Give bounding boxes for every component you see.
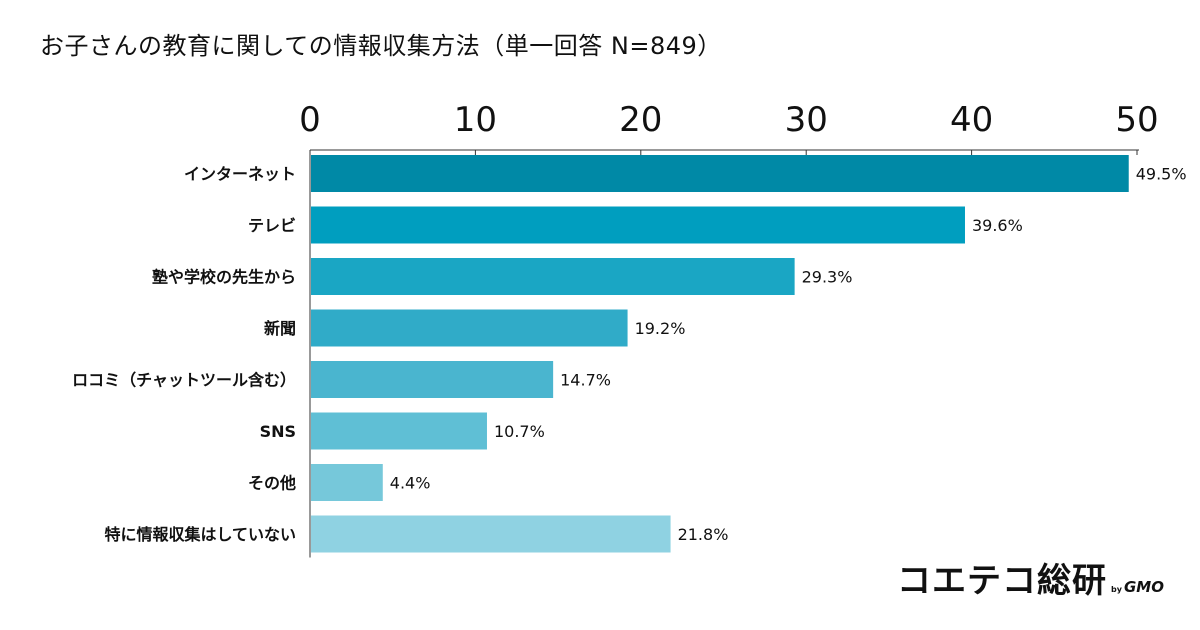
brand-by: by xyxy=(1111,585,1122,594)
category-label-3: 新聞 xyxy=(264,319,296,338)
value-label-5: 10.7% xyxy=(494,422,545,441)
chart-title: お子さんの教育に関しての情報収集方法（単一回答 N=849） xyxy=(40,32,722,60)
x-tick-label-40: 40 xyxy=(950,100,993,140)
bar-1 xyxy=(311,206,965,244)
category-label-7: 特に情報収集はしていない xyxy=(104,525,296,544)
x-tick-label-20: 20 xyxy=(619,100,662,140)
category-label-2: 塾や学校の先生から xyxy=(152,268,296,287)
value-label-2: 29.3% xyxy=(802,268,853,287)
value-label-7: 21.8% xyxy=(678,525,729,544)
brand-logo: コエテコ総研 by GMO xyxy=(897,553,1164,602)
value-label-1: 39.6% xyxy=(972,216,1023,235)
value-label-0: 49.5% xyxy=(1136,165,1187,184)
bar-3 xyxy=(311,309,628,347)
category-label-1: テレビ xyxy=(248,216,296,235)
value-label-6: 4.4% xyxy=(390,474,431,493)
x-tick-label-0: 0 xyxy=(299,100,321,140)
bar-0 xyxy=(311,155,1129,192)
bar-6 xyxy=(311,464,383,501)
category-label-6: その他 xyxy=(248,474,296,493)
bar-2 xyxy=(311,258,795,295)
bar-5 xyxy=(311,412,487,450)
value-label-3: 19.2% xyxy=(635,319,686,338)
category-label-4: ロコミ（チャットツール含む） xyxy=(72,371,296,390)
category-label-5: SNS xyxy=(260,422,296,441)
x-tick-label-10: 10 xyxy=(454,100,497,140)
x-tick-label-30: 30 xyxy=(785,100,828,140)
x-tick-label-50: 50 xyxy=(1115,100,1158,140)
category-label-0: インターネット xyxy=(184,165,296,184)
bar-7 xyxy=(311,515,671,553)
value-label-4: 14.7% xyxy=(560,371,611,390)
bar-4 xyxy=(311,361,554,398)
brand-company: GMO xyxy=(1124,578,1164,596)
brand-name: コエテコ総研 xyxy=(897,561,1108,601)
